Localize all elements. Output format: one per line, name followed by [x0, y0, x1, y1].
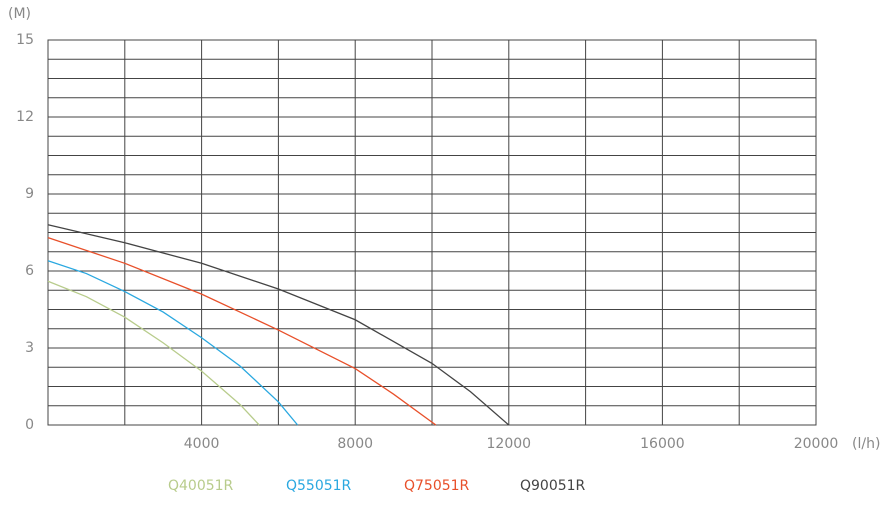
x-tick-label: 20000 — [794, 436, 839, 452]
y-tick-label: 12 — [16, 109, 34, 125]
legend-label: Q55051R — [286, 478, 352, 494]
y-tick-label: 0 — [25, 417, 34, 433]
y-tick-label: 9 — [25, 186, 34, 202]
y-tick-label: 6 — [25, 263, 34, 279]
series-line — [47, 280, 260, 426]
y-tick-label: 3 — [25, 340, 34, 356]
x-axis-label: (l/h) — [852, 436, 880, 452]
legend-label: Q75051R — [404, 478, 470, 494]
series-line — [47, 224, 510, 426]
series-line — [47, 237, 437, 426]
y-tick-label: 15 — [16, 32, 34, 48]
series-line — [47, 260, 299, 426]
legend: Q40051R Q55051R Q75051R Q90051R — [168, 478, 586, 494]
x-tick-label: 8000 — [337, 436, 373, 452]
legend-label: Q40051R — [168, 478, 234, 494]
x-tick-label: 4000 — [184, 436, 220, 452]
x-tick-label: 16000 — [640, 436, 685, 452]
y-axis-label: (M) — [8, 6, 31, 22]
legend-label: Q90051R — [520, 478, 586, 494]
x-tick-label: 12000 — [487, 436, 532, 452]
